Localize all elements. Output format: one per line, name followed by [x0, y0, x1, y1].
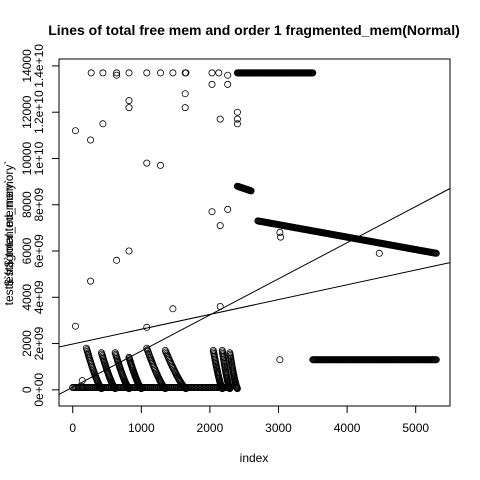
data-point: [125, 104, 133, 112]
data-point: [99, 69, 107, 77]
y-tick-label: 8e+09: [32, 188, 46, 222]
x-tick-label: 4000: [334, 421, 361, 435]
data-point: [179, 382, 187, 390]
data-point: [159, 382, 167, 390]
y-tick-label: 4e+09: [32, 280, 46, 314]
data-point: [113, 69, 121, 77]
data-point: [224, 71, 232, 79]
data-point: [156, 161, 164, 169]
regression-line: [58, 188, 451, 395]
y-axis-label-overlap: test$`total_memory`: [2, 180, 16, 287]
y-tick-label: 0e+00: [32, 373, 46, 407]
data-point: [181, 384, 189, 392]
data-point: [233, 385, 241, 393]
data-point: [277, 233, 285, 241]
y-tick-label-secondary: 0: [20, 386, 34, 393]
data-point: [182, 69, 190, 77]
x-tick-label: 0: [69, 421, 76, 435]
data-point: [72, 127, 80, 135]
data-point: [181, 90, 189, 98]
data-point: [208, 208, 216, 216]
x-axis-label: index: [240, 451, 269, 465]
y-tick-label-secondary: 6000: [20, 237, 34, 264]
data-point: [432, 249, 440, 257]
y-tick-label-secondary: 2000: [20, 330, 34, 357]
data-point: [218, 385, 226, 393]
y-axis-label: test$`fragmented_memory`: [2, 161, 16, 306]
data-point: [276, 228, 284, 236]
data-point: [125, 97, 133, 105]
data-point: [87, 136, 95, 144]
data-point: [180, 383, 188, 391]
regression-line: [58, 262, 451, 348]
data-point: [224, 80, 232, 88]
data-point: [124, 384, 132, 392]
data-point: [432, 356, 440, 364]
data-point: [181, 104, 189, 112]
data-point: [137, 385, 145, 393]
data-point: [113, 71, 121, 79]
x-tick-label: 3000: [265, 421, 292, 435]
data-point: [233, 108, 241, 116]
data-point: [309, 69, 317, 77]
y-tick-label: 1.4e+10: [32, 44, 46, 88]
data-point: [97, 384, 105, 392]
data-point: [125, 385, 133, 393]
data-point: [125, 69, 133, 77]
data-point: [375, 249, 383, 257]
data-point: [216, 222, 224, 230]
y-tick-label-secondary: 12000: [20, 95, 34, 129]
x-tick-label: 5000: [402, 421, 429, 435]
data-point: [87, 69, 95, 77]
data-point: [99, 120, 107, 128]
data-point: [161, 385, 169, 393]
data-point: [156, 69, 164, 77]
x-axis: 0 1000 2000 3000 4000 5000: [69, 406, 429, 435]
data-point: [160, 383, 168, 391]
data-point: [233, 115, 241, 123]
y-tick-label-secondary: 8000: [20, 191, 34, 218]
data-point: [143, 69, 151, 77]
data-point: [182, 385, 190, 393]
data-point: [226, 385, 234, 393]
data-point: [208, 69, 216, 77]
data-point: [72, 322, 80, 330]
data-point: [113, 256, 121, 264]
y-tick-label-secondary: 4000: [20, 284, 34, 311]
y-tick-label: 1e+10: [32, 141, 46, 175]
data-point: [98, 385, 106, 393]
data-point: [233, 120, 241, 128]
data-point: [160, 384, 168, 392]
y-tick-label: 1.2e+10: [32, 90, 46, 134]
y-tick-label-secondary: 10000: [20, 141, 34, 175]
x-tick-label: 1000: [128, 421, 155, 435]
x-tick-label: 2000: [197, 421, 224, 435]
data-point: [143, 159, 151, 167]
y-tick-label: 2e+09: [32, 326, 46, 360]
data-point: [87, 277, 95, 285]
y-tick-label: 6e+09: [32, 234, 46, 268]
data-point: [125, 247, 133, 255]
y-tick-label-secondary: 14000: [20, 49, 34, 83]
data-point: [247, 187, 255, 195]
plot-frame: [58, 58, 451, 407]
data-point: [208, 80, 216, 88]
data-point: [276, 356, 284, 364]
points-layer: [69, 69, 440, 393]
data-point: [169, 69, 177, 77]
data-point: [111, 385, 119, 393]
chart-title: Lines of total free mem and order 1 frag…: [48, 22, 460, 38]
data-point: [224, 205, 232, 213]
data-point: [216, 115, 224, 123]
data-point: [169, 305, 177, 313]
regression-lines-layer: [58, 188, 451, 395]
data-point: [215, 69, 223, 77]
